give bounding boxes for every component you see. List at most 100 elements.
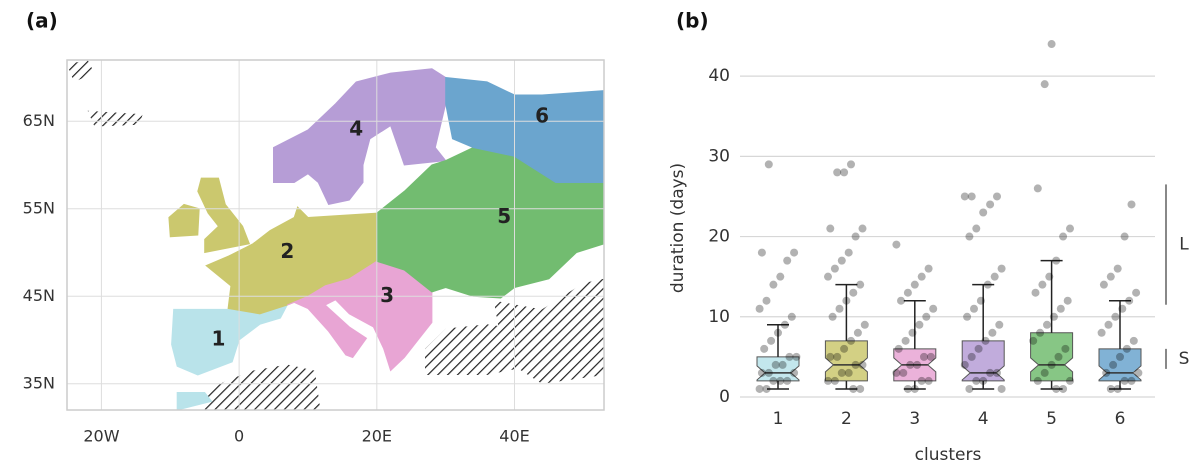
data-point: [906, 360, 915, 369]
data-point: [1127, 376, 1136, 385]
data-point: [1052, 256, 1061, 265]
x-tick-label: 20W: [83, 427, 119, 446]
data-point: [1054, 352, 1063, 361]
x-tick-label: 5: [1046, 409, 1057, 429]
cluster-region: [273, 68, 447, 205]
data-point: [1056, 304, 1065, 313]
data-point: [851, 360, 860, 369]
data-point: [783, 256, 792, 265]
y-tick-label: 35N: [23, 373, 55, 392]
data-point: [842, 296, 851, 305]
data-point: [1063, 296, 1072, 305]
data-point: [897, 296, 905, 305]
data-point: [970, 304, 978, 313]
data-point: [960, 192, 969, 201]
data-point: [924, 376, 933, 385]
data-point: [844, 368, 853, 377]
data-point: [990, 272, 999, 281]
data-point: [1036, 328, 1045, 337]
x-axis-label: clusters: [915, 445, 982, 465]
data-point: [1031, 288, 1040, 297]
data-point: [1132, 288, 1141, 297]
data-point: [1129, 336, 1138, 345]
data-point: [787, 312, 796, 321]
data-point: [1047, 360, 1056, 369]
data-point: [1066, 376, 1074, 385]
cluster-label: 2: [280, 239, 294, 263]
data-point: [1113, 264, 1122, 273]
y-tick-label: 30: [708, 146, 730, 166]
data-point: [917, 376, 926, 385]
data-point: [965, 384, 974, 393]
y-tick-label: 20: [708, 227, 730, 247]
data-point: [995, 320, 1004, 329]
data-point: [1038, 280, 1047, 289]
data-point: [1116, 352, 1124, 361]
data-point: [993, 368, 1001, 377]
y-tick-label: 55N: [23, 198, 55, 217]
data-point: [1043, 320, 1051, 329]
box: [756, 356, 800, 382]
data-point: [847, 160, 855, 169]
data-point: [762, 384, 771, 393]
cluster-label: 1: [212, 327, 226, 351]
cluster-label: 6: [535, 103, 549, 127]
x-tick-label: 3: [909, 409, 920, 429]
annotation-label: L: [1179, 235, 1189, 255]
data-point: [790, 248, 799, 257]
data-point: [1040, 368, 1049, 377]
data-point: [1097, 328, 1106, 337]
data-point: [979, 376, 988, 385]
cluster-label: 4: [349, 117, 363, 141]
data-point: [1059, 384, 1068, 393]
data-point: [1033, 184, 1042, 193]
data-point: [1099, 280, 1108, 289]
data-point: [830, 264, 839, 273]
data-point: [915, 320, 924, 329]
data-point: [856, 280, 865, 289]
data-point: [837, 368, 846, 377]
data-point: [774, 328, 782, 337]
data-point: [792, 352, 801, 361]
data-point: [903, 288, 912, 297]
data-point: [1102, 368, 1111, 377]
data-point: [764, 368, 773, 377]
data-point: [833, 168, 842, 177]
masked-area: [597, 287, 604, 314]
data-point: [778, 360, 787, 369]
data-point: [771, 360, 780, 369]
data-point: [764, 160, 773, 169]
data-point: [1109, 360, 1118, 369]
cluster-region: [176, 392, 213, 410]
data-point: [1040, 80, 1049, 89]
data-point: [910, 384, 919, 393]
data-point: [853, 328, 862, 337]
data-point: [983, 280, 992, 289]
y-tick-label: 0: [719, 387, 730, 407]
data-point: [997, 384, 1006, 393]
data-point: [894, 344, 903, 353]
box-panel: 0 10 20 30 40 1 2 3 4 5 6 L S: [708, 40, 1189, 429]
data-point: [1118, 304, 1127, 313]
data-point: [1029, 336, 1038, 345]
data-point: [1059, 232, 1068, 241]
masked-area: [204, 364, 321, 410]
data-point: [851, 232, 860, 241]
cluster-label: 5: [497, 204, 511, 228]
data-point: [826, 224, 835, 233]
data-point: [1106, 384, 1115, 393]
data-point: [767, 336, 776, 345]
data-point: [776, 272, 785, 281]
data-point: [903, 384, 912, 393]
y-tick-label: 45N: [23, 286, 55, 305]
y-axis-label: duration (days): [668, 163, 688, 293]
data-point: [769, 376, 778, 385]
map-layer: [67, 60, 604, 410]
y-tick-label: 40: [708, 66, 730, 86]
data-point: [988, 328, 997, 337]
data-point: [913, 360, 922, 369]
data-point: [967, 192, 976, 201]
data-point: [785, 352, 794, 361]
map-frame: [66, 59, 605, 411]
